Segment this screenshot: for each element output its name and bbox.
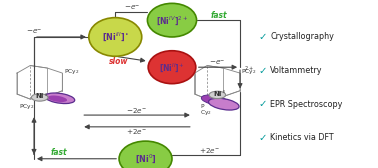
Text: Voltammetry: Voltammetry [270,66,323,75]
Text: $-e^{-}$: $-e^{-}$ [209,59,226,67]
Text: PCy$_2$: PCy$_2$ [241,67,257,76]
Ellipse shape [48,96,67,102]
Text: $- 2e^{-}$: $- 2e^{-}$ [125,106,147,115]
Text: Ni: Ni [36,93,44,99]
Text: $^{II}$: $^{II}$ [222,90,226,95]
Text: $-e^{-}$: $-e^{-}$ [26,27,42,35]
Text: ✓: ✓ [259,99,267,109]
Text: fast: fast [50,148,67,157]
Text: PCy$_2$: PCy$_2$ [19,102,34,111]
Text: ✓: ✓ [259,66,267,76]
Ellipse shape [147,3,197,37]
Text: PCy$_2$: PCy$_2$ [64,67,79,76]
Text: $^{II}$: $^{II}$ [44,92,48,97]
Text: Crystallography: Crystallography [270,32,334,41]
Text: Ni: Ni [213,91,222,97]
Text: [Ni$^{II}$]$^{+}$: [Ni$^{II}$]$^{+}$ [159,61,185,74]
Ellipse shape [89,18,142,56]
Text: [Ni$^{0}$]: [Ni$^{0}$] [135,152,156,165]
Circle shape [209,91,226,99]
Text: [Ni$^{III}$]$^{\bullet}$: [Ni$^{III}$]$^{\bullet}$ [102,31,129,43]
Ellipse shape [45,93,75,103]
Text: Kinetics via DFT: Kinetics via DFT [270,133,334,142]
Text: ✓: ✓ [259,133,267,143]
Text: ✓: ✓ [259,32,267,42]
Text: P: P [200,104,204,109]
Text: [Ni$^{IV}$]$^{2+}$: [Ni$^{IV}$]$^{2+}$ [156,14,188,27]
Text: $-e^{-}$: $-e^{-}$ [124,3,141,12]
Text: Cy$_2$: Cy$_2$ [200,108,212,117]
Text: $+ 2e^{-}$: $+ 2e^{-}$ [125,127,147,136]
Ellipse shape [201,95,227,105]
Ellipse shape [119,141,172,168]
Text: $^{2+}$: $^{2+}$ [244,65,254,71]
Text: EPR Spectroscopy: EPR Spectroscopy [270,100,342,109]
Text: slow: slow [109,57,129,66]
Circle shape [31,94,48,101]
Ellipse shape [148,51,196,84]
Text: fast: fast [211,11,228,20]
Text: $+2e^{-}$: $+2e^{-}$ [199,146,220,155]
Ellipse shape [209,98,239,110]
